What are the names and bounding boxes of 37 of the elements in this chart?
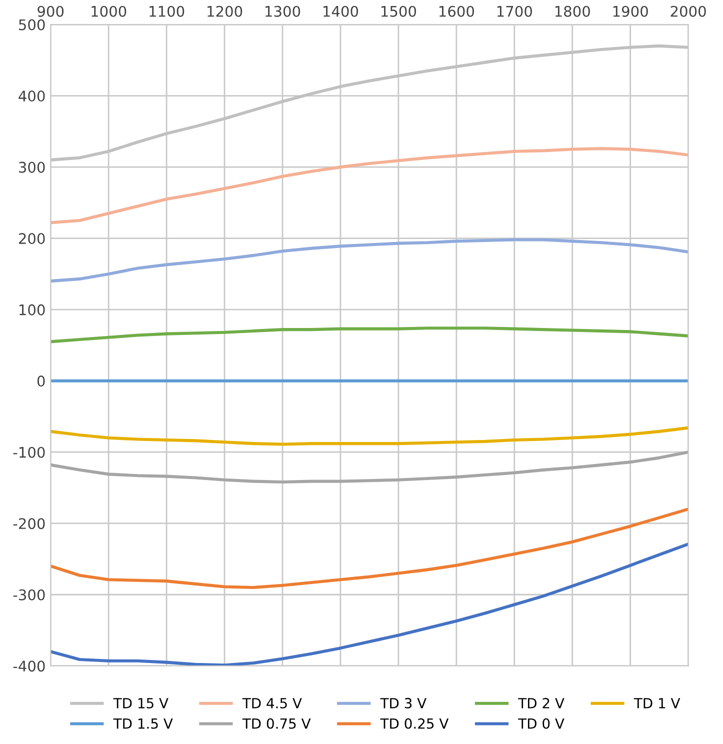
y-tick-label: 500	[19, 19, 45, 30]
legend-label: TD 4.5 V	[242, 698, 302, 708]
line-series	[50, 426, 688, 446]
y-tick-label: -200	[13, 518, 45, 530]
legend-label: TD 0.75 V	[242, 718, 311, 729]
x-tick-label: 1900	[613, 6, 648, 17]
x-tick-label: 1700	[497, 6, 532, 17]
x-tick-label: 1100	[150, 6, 184, 17]
x-tick-label: 1200	[208, 6, 242, 17]
x-tick-label: 1000	[92, 6, 126, 17]
y-tick-label: 300	[19, 162, 45, 173]
x-tick-label: 1800	[555, 6, 590, 17]
y-tick-label: -100	[13, 446, 45, 458]
legend-label: TD 0.25 V	[380, 718, 449, 729]
x-tick-label: 2000	[670, 6, 706, 17]
legend-label: TD 1 V	[634, 698, 680, 708]
legend-label: TD 0 V	[518, 718, 564, 729]
y-tick-label: -400	[13, 660, 45, 672]
legend-label: TD 2 V	[518, 698, 564, 708]
x-tick-label: 1500	[381, 6, 416, 17]
x-tick-label: 1600	[439, 6, 474, 17]
x-tick-label: 900	[38, 6, 64, 17]
y-tick-label: 0	[37, 376, 45, 387]
y-tick-label: 400	[18, 90, 45, 102]
legend-label: TD 1.5 V	[113, 718, 173, 729]
y-tick-label: -300	[13, 589, 45, 600]
line-series	[50, 147, 688, 224]
x-tick-label: 1300	[266, 6, 300, 17]
legend-label: TD 15 V	[113, 698, 168, 708]
legend-label: TD 3 V	[380, 698, 426, 708]
line-series	[50, 326, 688, 344]
line-series	[50, 238, 688, 283]
line-series	[50, 450, 688, 484]
x-tick-label: 1400	[324, 6, 358, 17]
y-tick-label: 100	[20, 304, 45, 316]
y-tick-label: 200	[18, 233, 45, 244]
line-series	[50, 508, 688, 590]
